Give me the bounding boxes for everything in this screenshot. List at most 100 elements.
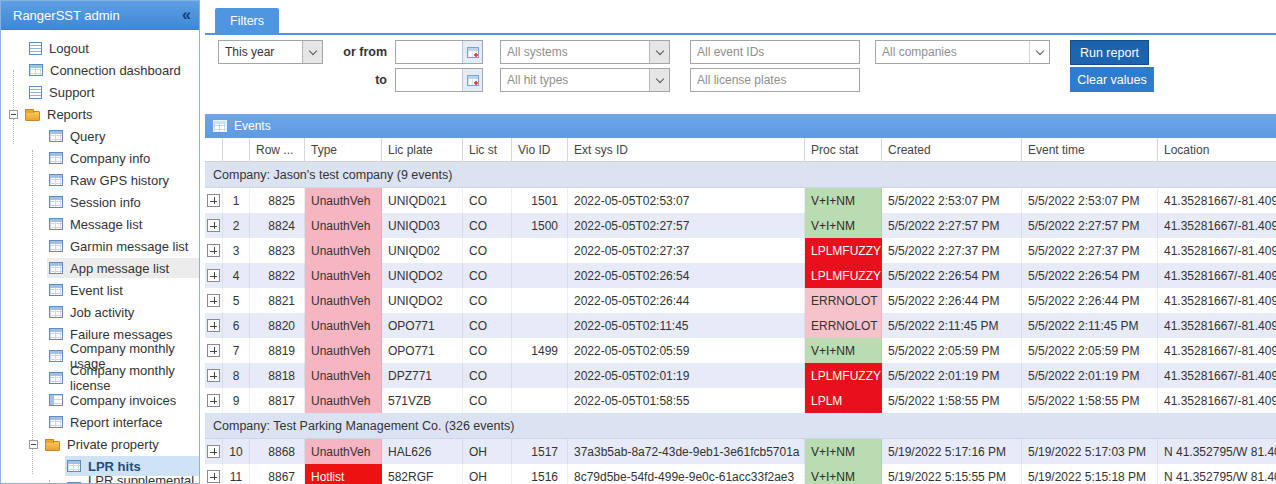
sidebar-item-support[interactable]: Support <box>1 81 199 103</box>
table-row[interactable]: 68820UnauthVehOPO771CO2022-05-05T02:11:4… <box>205 313 1276 338</box>
ext-sys-id-cell: 2022-05-05T02:05:59 <box>568 338 805 363</box>
sidebar-item-lpr-supplemental-data[interactable]: LPR supplemental data <box>1 477 199 484</box>
event-time-cell: 5/5/2022 2:26:44 PM <box>1022 288 1158 313</box>
sidebar-item-report-interface[interactable]: Report interface <box>1 411 199 433</box>
location-header[interactable]: Location <box>1158 138 1276 161</box>
table-icon <box>49 130 63 142</box>
sidebar-item-label: Logout <box>49 41 89 56</box>
period-select[interactable]: This year <box>218 40 323 64</box>
run-report-button[interactable]: Run report <box>1070 40 1149 65</box>
table-row[interactable]: 78819UnauthVehOPO771CO14992022-05-05T02:… <box>205 338 1276 363</box>
row-id-cell: 8817 <box>250 388 305 413</box>
sidebar-item-reports[interactable]: Reports <box>1 103 199 125</box>
table-icon <box>29 64 43 76</box>
table-row[interactable]: 118867Hotlist582RGFOH15168c79d5be-54fd-4… <box>205 464 1276 484</box>
sidebar-item-logout[interactable]: Logout <box>1 37 199 59</box>
proc-stat-cell: LPLMFUZZY <box>805 363 882 388</box>
table-row[interactable]: 38823UnauthVehUNIQD02CO2022-05-05T02:27:… <box>205 238 1276 263</box>
tab-underline <box>205 33 1276 35</box>
events-panel: Events Row ...TypeLic plateLic stVio IDE… <box>205 114 1276 484</box>
expand-row-button[interactable] <box>207 445 220 458</box>
companies-select-button[interactable] <box>1029 41 1049 63</box>
proc-stat-header[interactable]: Proc stat <box>805 138 882 161</box>
hit-types-select[interactable]: All hit types <box>500 68 670 92</box>
sidebar-item-raw-gps-history[interactable]: Raw GPS history <box>1 169 199 191</box>
event-ids-input[interactable] <box>690 40 860 64</box>
sidebar-item-inner: Job activity <box>47 302 199 322</box>
clear-values-button[interactable]: Clear values <box>1070 67 1154 92</box>
type-header[interactable]: Type <box>305 138 382 161</box>
sidebar-item-private-property[interactable]: Private property <box>1 433 199 455</box>
sidebar-item-query[interactable]: Query <box>1 125 199 147</box>
sidebar-item-company-info[interactable]: Company info <box>1 147 199 169</box>
lic-st-header[interactable]: Lic st <box>463 138 512 161</box>
event-time-cell: 5/5/2022 2:26:54 PM <box>1022 263 1158 288</box>
license-plates-input[interactable] <box>690 68 860 92</box>
chevron-down-icon <box>655 46 663 54</box>
to-date-input[interactable] <box>396 69 462 91</box>
systems-select-button[interactable] <box>649 41 669 63</box>
companies-select[interactable]: All companies <box>875 40 1050 64</box>
ext-sys-id-header[interactable]: Ext sys ID <box>568 138 805 161</box>
lic-st-cell: OH <box>463 439 512 464</box>
sidebar-item-connection-dashboard[interactable]: Connection dashboard <box>1 59 199 81</box>
expand-row-button[interactable] <box>207 194 220 207</box>
sidebar-item-session-info[interactable]: Session info <box>1 191 199 213</box>
table-row[interactable]: 48822UnauthVehUNIQDO2CO2022-05-05T02:26:… <box>205 263 1276 288</box>
period-select-button[interactable] <box>302 41 322 63</box>
table-row[interactable]: 108868UnauthVehHAL626OH151737a3b5ab-8a72… <box>205 439 1276 464</box>
lic-plate-cell: UNIQD02 <box>382 238 463 263</box>
vio-id-header[interactable]: Vio ID <box>512 138 568 161</box>
collapse-expander-icon[interactable] <box>9 110 18 119</box>
collapse-sidebar-icon[interactable]: « <box>182 6 191 24</box>
expand-cell <box>205 288 223 313</box>
expand-row-button[interactable] <box>207 344 220 357</box>
from-calendar-button[interactable] <box>462 41 482 63</box>
table-row[interactable]: 58821UnauthVehUNIQDO2CO2022-05-05T02:26:… <box>205 288 1276 313</box>
created-header[interactable]: Created <box>882 138 1022 161</box>
form-icon <box>49 394 63 406</box>
expand-row-button[interactable] <box>207 319 220 332</box>
expand-row-button[interactable] <box>207 369 220 382</box>
hit-types-select-button[interactable] <box>649 69 669 91</box>
main-content: Filters This year or from All systems Al… <box>205 0 1276 484</box>
sidebar-item-label: Failure messages <box>70 327 173 342</box>
expand-row-button[interactable] <box>207 269 220 282</box>
row-id-header[interactable]: Row ... <box>250 138 305 161</box>
proc-stat-cell: LPLMFUZZY <box>805 238 882 263</box>
sidebar-item-job-activity[interactable]: Job activity <box>1 301 199 323</box>
table-row[interactable]: 88818UnauthVehDPZ771CO2022-05-05T02:01:1… <box>205 363 1276 388</box>
sidebar-item-message-list[interactable]: Message list <box>1 213 199 235</box>
expand-header[interactable] <box>205 138 223 161</box>
table-icon <box>49 240 63 252</box>
event-time-header[interactable]: Event time <box>1022 138 1158 161</box>
sidebar-item-label: Raw GPS history <box>70 173 169 188</box>
sidebar-item-app-message-list[interactable]: App message list <box>1 257 199 279</box>
expand-row-button[interactable] <box>207 219 220 232</box>
table-row[interactable]: 28824UnauthVehUNIQD03CO15002022-05-05T02… <box>205 213 1276 238</box>
expand-row-button[interactable] <box>207 244 220 257</box>
expand-row-button[interactable] <box>207 470 220 483</box>
expand-row-button[interactable] <box>207 294 220 307</box>
sidebar-item-garmin-message-list[interactable]: Garmin message list <box>1 235 199 257</box>
collapse-expander-icon[interactable] <box>29 440 38 449</box>
created-cell: 5/5/2022 2:01:19 PM <box>882 363 1022 388</box>
to-calendar-button[interactable] <box>462 69 482 91</box>
sidebar-item-label: Company invoices <box>70 393 176 408</box>
lic-plate-header[interactable]: Lic plate <box>382 138 463 161</box>
table-row[interactable]: 18825UnauthVehUNIQD021CO15012022-05-05T0… <box>205 188 1276 213</box>
row-id-cell: 8825 <box>250 188 305 213</box>
sidebar-item-event-list[interactable]: Event list <box>1 279 199 301</box>
row-number: 3 <box>223 238 250 263</box>
lic-plate-cell: UNIQD021 <box>382 188 463 213</box>
sidebar-item-company-invoices[interactable]: Company invoices <box>1 389 199 411</box>
expand-row-button[interactable] <box>207 394 220 407</box>
table-icon <box>49 284 63 296</box>
table-row[interactable]: 98817UnauthVeh571VZBCO2022-05-05T01:58:5… <box>205 388 1276 413</box>
systems-select[interactable]: All systems <box>500 40 670 64</box>
lic-st-cell: CO <box>463 213 512 238</box>
from-date-input[interactable] <box>396 41 462 63</box>
tab-filters[interactable]: Filters <box>215 8 279 33</box>
sidebar-item-company-monthly-license[interactable]: Company monthly license <box>1 367 199 389</box>
rownum-header[interactable] <box>223 138 250 161</box>
